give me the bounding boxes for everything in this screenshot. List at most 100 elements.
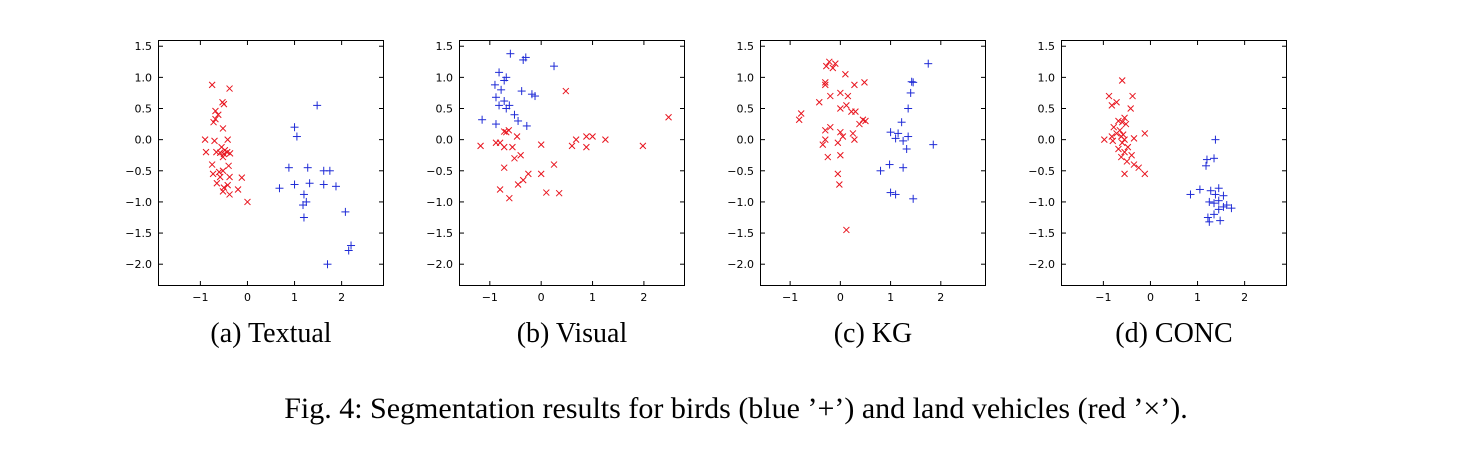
vehicle-point (861, 78, 868, 86)
x-tick-label: −1 (782, 291, 798, 304)
bird-point (924, 59, 933, 68)
bird-point (899, 136, 908, 145)
bird-point (1210, 210, 1219, 219)
y-tick-label: 0.0 (1038, 134, 1056, 147)
y-tick-label: 0.0 (436, 134, 454, 147)
bird-point (491, 93, 500, 102)
x-tick-label: 2 (338, 291, 345, 304)
y-tick-label: 1.5 (737, 40, 755, 53)
vehicle-point (639, 142, 647, 150)
bird-point (347, 241, 356, 250)
y-tick-label: −1.5 (125, 227, 152, 240)
vehicle-point (834, 139, 842, 147)
vehicle-point (851, 81, 858, 89)
vehicle-point (837, 105, 844, 112)
vehicle-point (568, 142, 576, 150)
bird-point (899, 163, 908, 172)
bird-point (1216, 216, 1225, 225)
y-tick-label: −1.0 (125, 196, 152, 209)
bird-point (303, 163, 312, 172)
bird-point (299, 201, 308, 210)
bird-point (1219, 202, 1228, 211)
bird-point (299, 190, 308, 199)
y-tick-label: −1.5 (1028, 227, 1055, 240)
bird-point (313, 101, 322, 110)
bird-point (275, 184, 284, 193)
vehicle-point (843, 102, 850, 109)
y-tick-label: 1.0 (436, 71, 454, 84)
bird-point (491, 120, 500, 129)
vehicle-point (849, 130, 857, 137)
vehicle-point (1130, 161, 1138, 168)
vehicle-point (214, 111, 222, 119)
vehicle-point (517, 151, 524, 159)
vehicle-point (856, 120, 863, 128)
vehicle-point (225, 162, 232, 170)
vehicle-point (1115, 117, 1122, 125)
bird-point (1210, 199, 1219, 208)
vehicle-point (477, 142, 484, 150)
bird-point (290, 123, 299, 132)
vehicle-point (542, 189, 550, 196)
bird-point (1227, 204, 1236, 213)
bird-point (510, 110, 519, 119)
vehicle-point (837, 151, 844, 159)
bird-point (319, 180, 328, 189)
vehicle-point (226, 149, 234, 157)
x-tick-label: 2 (640, 291, 647, 304)
x-tick-label: 0 (837, 291, 844, 304)
bird-point (897, 118, 906, 127)
vehicle-point (1135, 164, 1143, 172)
y-tick-label: 1.5 (135, 40, 153, 53)
vehicle-point (537, 170, 545, 178)
bird-point (1214, 205, 1223, 214)
vehicle-point (1118, 118, 1126, 126)
bird-point (502, 104, 511, 113)
vehicle-point (1113, 130, 1120, 137)
vehicle-point (212, 107, 219, 115)
x-tick-label: 1 (589, 291, 596, 304)
bird-point (495, 101, 504, 110)
bird-point (886, 188, 895, 197)
vehicle-point (550, 161, 558, 168)
vehicle-point (821, 78, 829, 86)
vehicle-point (226, 191, 233, 198)
x-tick-label: 2 (1241, 291, 1248, 304)
x-tick-label: 1 (887, 291, 894, 304)
vehicle-point (511, 154, 518, 162)
vehicle-point (1129, 92, 1136, 100)
bird-point (1195, 185, 1204, 194)
y-tick-label: 1.5 (1038, 40, 1056, 53)
plot-frame (158, 40, 384, 286)
vehicle-point (524, 170, 532, 178)
bird-point (514, 116, 523, 125)
bird-point (500, 76, 509, 85)
vehicle-point (602, 136, 609, 143)
vehicle-point (842, 70, 849, 78)
scatter-panel-kg: 1.5 1.0 0.5 0.0 −0.5 −1.0 −1.5 −2.0 −1 0 1 2 (727, 40, 986, 304)
vehicle-point (589, 133, 596, 140)
figure-caption: Fig. 4: Segmentation results for birds (… (284, 392, 1188, 425)
vehicle-point (234, 186, 242, 193)
vehicle-point (509, 143, 516, 151)
bird-point (891, 134, 900, 143)
bird-point (323, 260, 332, 269)
bird-point (906, 88, 915, 97)
y-tick-label: 0.0 (737, 134, 755, 147)
x-tick-label: 1 (291, 291, 298, 304)
bird-point (1205, 197, 1214, 206)
bird-point (907, 77, 916, 86)
scatter-panel-conc: 1.5 1.0 0.5 0.0 −0.5 −1.0 −1.5 −2.0 −1 0 1 2 (1028, 40, 1287, 304)
vehicle-point (212, 115, 219, 123)
vehicle-point (1118, 77, 1126, 84)
x-tick-label: 1 (1194, 291, 1201, 304)
vehicle-point (1110, 123, 1118, 131)
bird-point (1214, 184, 1223, 193)
bird-point (531, 92, 540, 101)
bird-point (1210, 154, 1219, 163)
y-tick-label: 0.0 (135, 134, 153, 147)
vehicle-point (500, 143, 508, 151)
vehicle-point (537, 141, 545, 148)
y-tick-label: 1.0 (1038, 71, 1056, 84)
vehicle-point (821, 126, 829, 134)
